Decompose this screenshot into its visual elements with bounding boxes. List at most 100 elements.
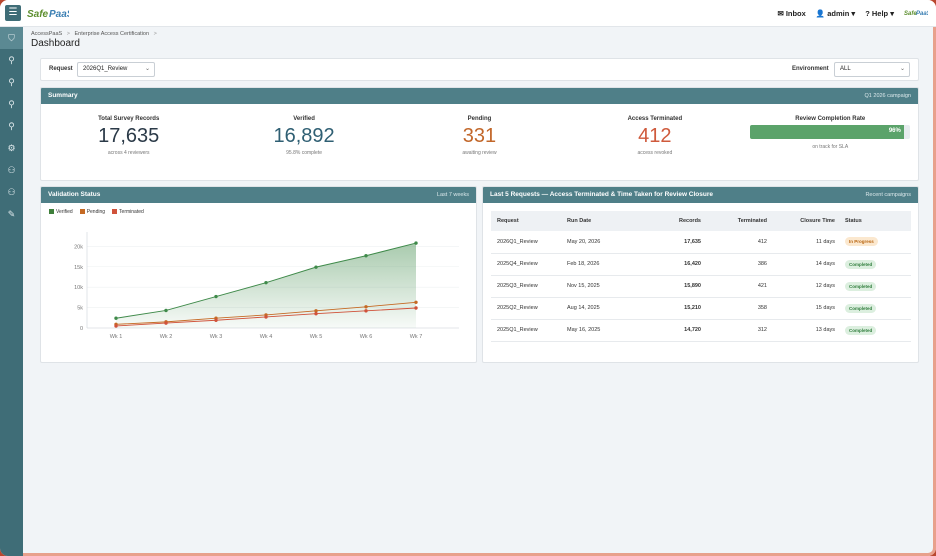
legend-item-terminated[interactable]: Terminated [112, 209, 144, 215]
cell-records: 15,210 [637, 297, 701, 320]
cell-run-date: Feb 18, 2026 [567, 253, 637, 276]
kpi-subtext: awaiting review [462, 150, 497, 156]
sidebar-item-4[interactable]: ⚲ [0, 93, 23, 115]
legend-item-verified[interactable]: Verified [49, 209, 73, 215]
summary-header: Summary Q1 2026 campaign [41, 88, 918, 104]
cell-request: 2025Q3_Review [491, 275, 567, 298]
sidebar-item-8[interactable]: ⚇ [0, 181, 23, 203]
column-header-status[interactable]: Status [835, 211, 911, 231]
kpi-access-terminated: Access Terminated 412 access revoked [567, 104, 742, 180]
brand-logo[interactable]: SafePaaS [27, 6, 74, 23]
gear-icon: ⚙ [7, 142, 16, 153]
legend-swatch [49, 209, 54, 214]
data-point-terminated [364, 309, 368, 313]
cell-run-date: Aug 14, 2025 [567, 297, 637, 320]
cell-records: 14,720 [637, 319, 701, 342]
sidebar-item-access-dashboard[interactable]: ⛉ [0, 27, 23, 49]
requests-header: Last 5 Requests — Access Terminated & Ti… [483, 187, 918, 203]
x-tick-label: Wk 2 [160, 334, 173, 340]
legend-item-pending[interactable]: Pending [79, 209, 105, 215]
cell-request: 2025Q2_Review [491, 297, 567, 320]
sidebar-item-5[interactable]: ⚲ [0, 115, 23, 137]
cell-run-date: May 16, 2025 [567, 319, 637, 342]
validation-chart: 0 5k 10k 15k 20k Wk 1 Wk 2 Wk 3 Wk 4 Wk 5 Wk 6 Wk 7 [74, 232, 459, 340]
validation-range[interactable]: Last 7 weeks [436, 192, 469, 198]
table-row[interactable]: 2025Q1_Review May 16, 2025 14,720 312 13 day… [491, 319, 911, 342]
environment-select[interactable]: ALL ⌄ [834, 62, 910, 77]
hamburger-menu-icon[interactable]: ☰ [5, 5, 21, 21]
data-point-verified [414, 241, 418, 245]
table-row[interactable]: 2026Q1_Review May 20, 2026 17,635 412 11 day… [491, 231, 911, 254]
cell-closure-time: 14 days [767, 253, 835, 276]
column-header-records[interactable]: Records [637, 211, 701, 231]
column-header-terminated[interactable]: Terminated [701, 211, 767, 231]
completion-progress-text: 96% [888, 128, 901, 134]
y-tick-label: 5k [77, 306, 83, 312]
cell-run-date: May 20, 2026 [567, 231, 637, 254]
user-shield-icon: ⛉ [8, 32, 15, 43]
sidebar-item-2[interactable]: ⚲ [0, 49, 23, 71]
user-menu[interactable]: 👤 admin ▾ [815, 8, 856, 18]
breadcrumb-separator: > [153, 31, 157, 37]
cell-records: 15,890 [637, 275, 701, 298]
cell-terminated: 358 [701, 297, 767, 320]
table-row[interactable]: 2025Q2_Review Aug 14, 2025 15,210 358 15 day… [491, 297, 911, 320]
user-settings-icon: ⚇ [7, 186, 16, 197]
column-header-run-date[interactable]: Run Date [567, 211, 637, 231]
chevron-down-icon: ⌄ [899, 66, 905, 72]
status-badge: Completed [845, 281, 877, 291]
requests-table: Request Run Date Records Terminated Clos… [491, 211, 911, 342]
main-content: AccessPaaS > Enterprise Access Certifica… [23, 27, 936, 556]
x-tick-label: Wk 7 [410, 334, 423, 340]
table-row[interactable]: 2025Q4_Review Feb 18, 2026 16,420 386 14 day… [491, 253, 911, 276]
user-search-icon: ⚲ [8, 54, 15, 65]
data-point-verified [264, 280, 268, 285]
status-badge: Completed [845, 303, 877, 313]
request-select-value: 2026Q1_Review [83, 66, 128, 72]
user-settings-icon: ⚇ [7, 164, 16, 175]
data-point-pending [414, 300, 418, 304]
legend-label: Terminated [119, 209, 144, 215]
sidebar: ⛉ ⚲ ⚲ ⚲ ⚲ ⚙ ⚇ ⚇ ✎ [0, 27, 23, 556]
verified-area [116, 243, 416, 328]
validation-status-panel: Validation Status Last 7 weeks Verified … [40, 186, 477, 363]
requests-title: Last 5 Requests — Access Terminated & Ti… [490, 191, 714, 198]
kpi-subtext: on track for SLA [812, 144, 849, 150]
recent-campaigns-link[interactable]: Recent campaigns [865, 192, 911, 198]
user-search-icon: ⚲ [8, 98, 15, 109]
sidebar-item-3[interactable]: ⚲ [0, 71, 23, 93]
kpi-row: Total Survey Records 17,635 across 4 rev… [41, 104, 918, 180]
cell-status: Completed [835, 297, 911, 320]
kpi-label: Total Survey Records [98, 116, 160, 122]
x-tick-label: Wk 5 [310, 334, 323, 340]
status-badge: Completed [845, 325, 877, 335]
x-tick-label: Wk 4 [260, 334, 273, 340]
data-point-terminated [164, 321, 168, 325]
chevron-down-icon: ⌄ [144, 66, 150, 72]
inbox-label: Inbox [785, 8, 806, 18]
table-row[interactable]: 2025Q3_Review Nov 15, 2025 15,890 421 12 day… [491, 275, 911, 298]
column-header-request[interactable]: Request [491, 211, 567, 231]
kpi-completion-rate: Review Completion Rate 96% on track for … [743, 104, 918, 180]
kpi-label: Review Completion Rate [795, 116, 866, 122]
sidebar-item-settings[interactable]: ⚙ [0, 137, 23, 159]
summary-panel: Summary Q1 2026 campaign Total Survey Re… [40, 87, 919, 181]
summary-campaign: Q1 2026 campaign [864, 93, 911, 99]
inbox-link[interactable]: ✉ Inbox [777, 8, 806, 18]
column-header-closure-time[interactable]: Closure Time [767, 211, 835, 231]
data-point-pending [364, 305, 368, 309]
sidebar-item-7[interactable]: ⚇ [0, 159, 23, 181]
breadcrumb-root[interactable]: AccessPaaS [31, 31, 63, 37]
sidebar-item-tools[interactable]: ✎ [0, 203, 23, 225]
breadcrumb-child[interactable]: Enterprise Access Certification [74, 31, 150, 37]
legend-label: Verified [56, 209, 73, 215]
request-select[interactable]: 2026Q1_Review ⌄ [77, 62, 155, 77]
kpi-pending: Pending 331 awaiting review [392, 104, 567, 180]
data-point-verified [114, 316, 118, 320]
legend-swatch [79, 209, 85, 214]
cell-closure-time: 13 days [767, 319, 835, 342]
validation-header: Validation Status Last 7 weeks [41, 187, 476, 203]
help-menu[interactable]: ? Help ▾ [865, 8, 894, 18]
y-tick-label: 0 [80, 326, 83, 332]
